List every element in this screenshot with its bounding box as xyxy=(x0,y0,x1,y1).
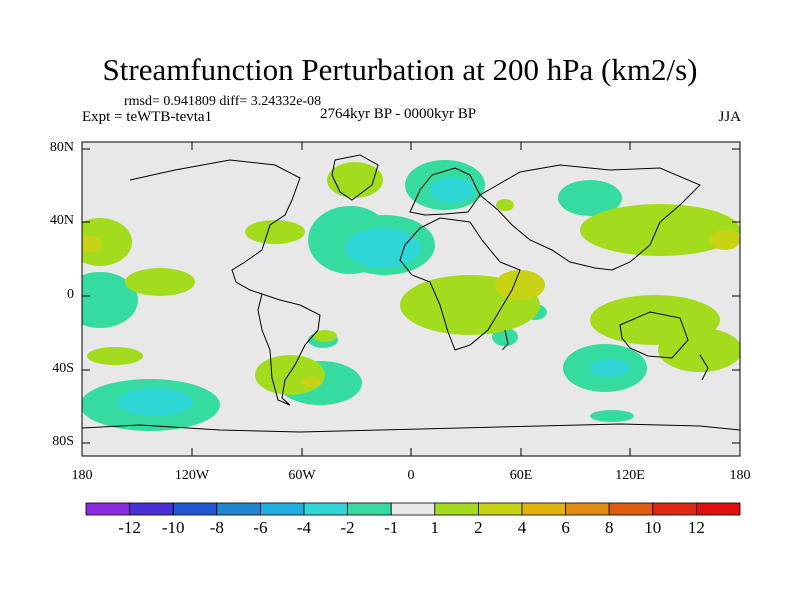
colorbar-label: 1 xyxy=(430,518,440,537)
contour-southpacific-cyan xyxy=(117,388,193,416)
colorbar-label: -6 xyxy=(253,518,268,537)
lat-label: 80S xyxy=(52,434,74,449)
lon-label: 120W xyxy=(174,468,210,483)
coast-madagascar xyxy=(501,329,509,351)
contour-asia-green xyxy=(558,180,622,216)
colorbar-label: -10 xyxy=(161,518,185,537)
colorbar-swatch xyxy=(434,502,479,516)
colorbar-swatch xyxy=(696,502,741,516)
colorbar-label: -12 xyxy=(118,518,141,537)
colorbar xyxy=(85,502,741,516)
contour-tasman-yellowgreen xyxy=(658,328,740,372)
lat-label: 80N xyxy=(49,140,74,155)
contour-argentina-yellow xyxy=(302,377,322,387)
coast-new-zealand xyxy=(699,354,709,381)
contour-atlantic-cyan xyxy=(345,228,421,268)
colorbar-label: 12 xyxy=(687,518,705,537)
colorbar-swatch xyxy=(216,502,261,516)
colorbar-label: 10 xyxy=(644,518,662,537)
experiment-text: Expt = teWTB-tevta1 xyxy=(82,109,213,125)
lat-label: 40S xyxy=(52,361,74,376)
coast-antarctica xyxy=(82,423,740,433)
contour-caspian-yellowgreen xyxy=(496,199,514,211)
lon-label: 180 xyxy=(71,468,93,483)
contour-satlantic-yellowgreen xyxy=(313,330,337,342)
lon-label: 60E xyxy=(509,468,533,483)
contour-southern-green xyxy=(590,410,634,422)
stats-text: rmsd= 0.941809 diff= 3.24332e-08 xyxy=(124,94,322,109)
colorbar-label: 6 xyxy=(561,518,570,537)
colorbar-swatch xyxy=(303,502,348,516)
coast-greenland xyxy=(331,154,379,201)
contour-northpacific-yellow xyxy=(82,236,102,252)
colorbar-swatch xyxy=(608,502,654,516)
colorbar-label: -2 xyxy=(340,518,355,537)
contour-northpacific-yellowgreen xyxy=(82,218,132,266)
lat-label: 0 xyxy=(67,287,74,302)
colorbar-swatch xyxy=(521,502,566,516)
colorbar-label: -8 xyxy=(209,518,224,537)
colorbar-label: 2 xyxy=(474,518,483,537)
colorbar-swatch xyxy=(85,502,130,516)
contour-southpacific-yellowgreen xyxy=(87,347,143,365)
lon-label: 60W xyxy=(288,468,316,483)
colorbar-label: 4 xyxy=(517,518,527,537)
colorbar-swatch xyxy=(129,502,174,516)
plot-title: Streamfunction Perturbation at 200 hPa (… xyxy=(102,52,698,87)
colorbar-swatch xyxy=(390,502,436,516)
contour-westpacific-yellow xyxy=(710,230,740,250)
colorbar-swatch xyxy=(347,502,392,516)
contour-westpacific-yellowgreen xyxy=(580,204,740,256)
contour-europe-cyan xyxy=(430,177,474,203)
contour-namerica-yellowgreen xyxy=(245,220,305,244)
contour-fills xyxy=(82,160,740,431)
coast-africa xyxy=(399,217,521,351)
contour-africa-yellow xyxy=(495,270,545,300)
contour-pacific-yellowgreen xyxy=(125,268,195,296)
coast-north-america xyxy=(129,159,301,295)
period-text: 2764kyr BP - 0000kyr BP xyxy=(320,106,477,122)
lat-label: 40N xyxy=(49,213,74,228)
colorbar-swatch xyxy=(259,502,305,516)
contour-greenland-yellowgreen xyxy=(327,162,383,198)
colorbar-swatch xyxy=(477,502,523,516)
coast-australia xyxy=(619,311,689,359)
colorbar-swatch xyxy=(172,502,218,516)
lon-label: 120E xyxy=(615,468,645,483)
colorbar-label: 8 xyxy=(604,518,614,537)
coast-south-america xyxy=(257,293,321,406)
contour-argentina-yellowgreen xyxy=(255,355,325,395)
lon-label: 0 xyxy=(407,468,415,483)
coastlines xyxy=(82,154,740,433)
colorbar-swatch xyxy=(652,502,697,516)
axis-ticks xyxy=(82,142,740,456)
colorbar-label: -1 xyxy=(384,518,399,537)
coast-europe xyxy=(409,167,481,216)
contour-madagascar-green xyxy=(492,328,518,346)
contour-indian-cyan xyxy=(590,359,630,377)
coast-asia xyxy=(479,164,701,271)
lon-label: 180 xyxy=(729,468,751,483)
colorbar-swatch xyxy=(565,502,610,516)
season-text: JJA xyxy=(718,109,741,125)
contour-eastpacific-green xyxy=(82,272,138,328)
colorbar-label: -4 xyxy=(296,518,312,537)
